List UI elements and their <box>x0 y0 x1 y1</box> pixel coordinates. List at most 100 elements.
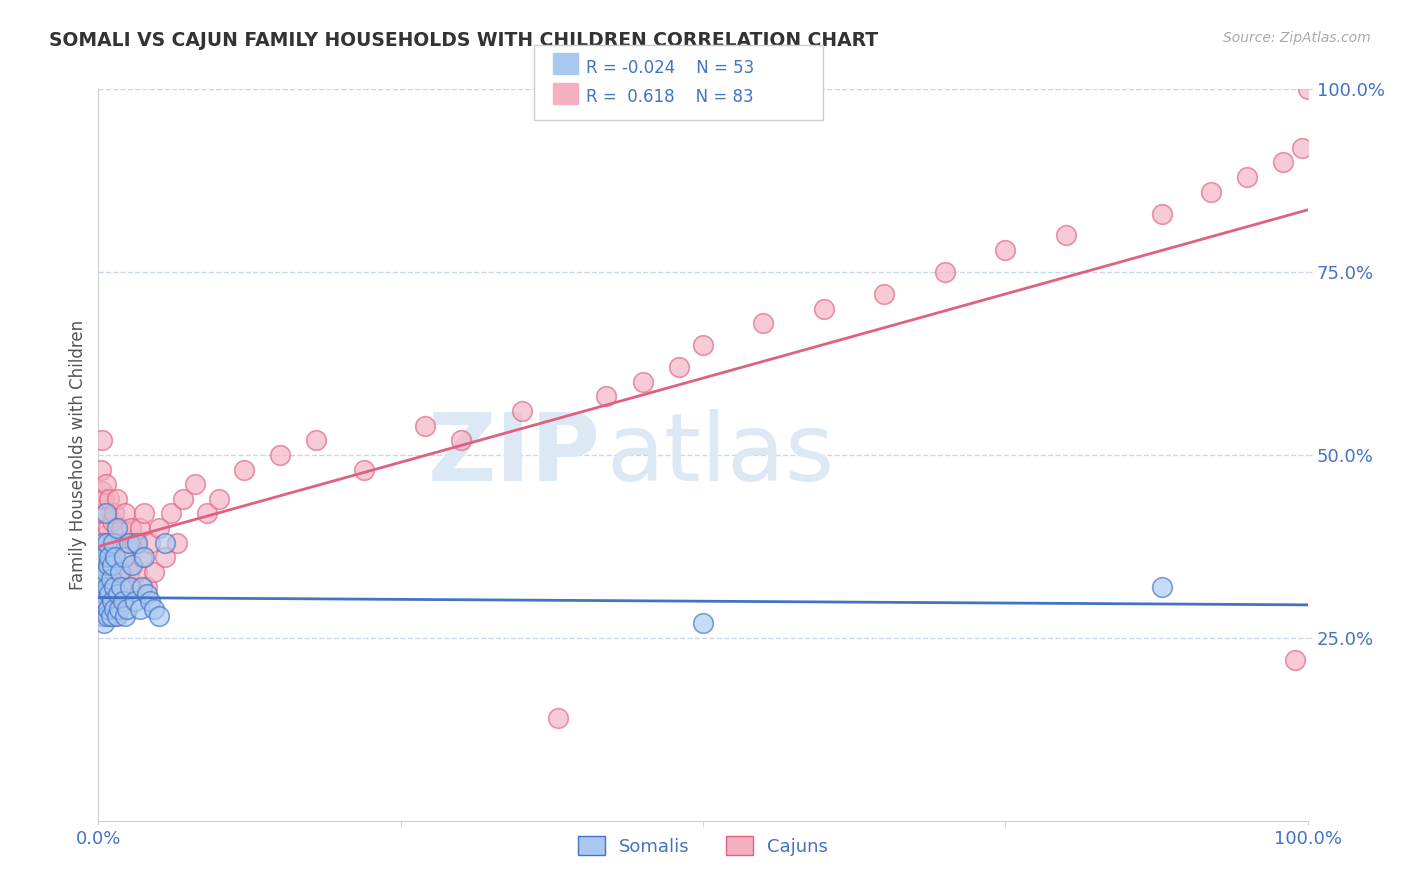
Point <box>117 601 139 615</box>
Point <box>91 484 114 499</box>
Point <box>98 491 121 506</box>
Point <box>134 550 156 565</box>
Point <box>510 404 533 418</box>
Point <box>89 558 111 572</box>
Point <box>131 550 153 565</box>
Text: R = -0.024    N = 53: R = -0.024 N = 53 <box>586 59 755 77</box>
Point <box>114 608 136 623</box>
Point <box>100 572 122 586</box>
Point <box>98 587 121 601</box>
Point <box>90 462 112 476</box>
Point <box>184 477 207 491</box>
Point <box>94 477 117 491</box>
Point <box>127 565 149 579</box>
Point <box>100 535 122 549</box>
Point <box>118 565 141 579</box>
Point <box>160 507 183 521</box>
Point <box>96 535 118 549</box>
Point <box>97 521 120 535</box>
Point <box>94 565 117 579</box>
Point <box>111 594 134 608</box>
Point <box>114 507 136 521</box>
Point <box>595 389 617 403</box>
Point <box>103 580 125 594</box>
Point <box>124 594 146 608</box>
Point <box>108 565 131 579</box>
Point <box>94 594 117 608</box>
Point <box>118 580 141 594</box>
Point <box>692 338 714 352</box>
Point <box>1152 580 1174 594</box>
Point <box>131 580 153 594</box>
Point <box>100 580 122 594</box>
Point <box>1284 653 1306 667</box>
Point <box>124 535 146 549</box>
Point <box>104 550 127 565</box>
Point <box>934 265 956 279</box>
Point <box>91 572 114 586</box>
Point <box>353 462 375 476</box>
Point <box>148 608 170 623</box>
Point <box>134 507 156 521</box>
Point <box>1054 228 1077 243</box>
Point <box>128 601 150 615</box>
Point <box>108 535 131 549</box>
Point <box>111 594 134 608</box>
Point <box>127 535 149 549</box>
Point <box>153 550 176 565</box>
Point <box>112 550 135 565</box>
Point <box>91 535 114 549</box>
Point <box>668 360 690 375</box>
Text: atlas: atlas <box>606 409 835 501</box>
Point <box>100 608 122 623</box>
Point <box>1272 155 1295 169</box>
Point <box>91 594 114 608</box>
Point <box>93 608 115 623</box>
Point <box>90 507 112 521</box>
Text: R =  0.618    N = 83: R = 0.618 N = 83 <box>586 88 754 106</box>
Point <box>100 558 122 572</box>
Point <box>101 594 124 608</box>
Point <box>97 601 120 615</box>
Point <box>103 507 125 521</box>
Text: Source: ZipAtlas.com: Source: ZipAtlas.com <box>1223 31 1371 45</box>
Point <box>91 535 114 549</box>
Point <box>752 316 775 330</box>
Point <box>135 587 157 601</box>
Point <box>93 616 115 631</box>
Point <box>98 608 121 623</box>
Point <box>96 550 118 565</box>
Point <box>100 594 122 608</box>
Point <box>413 418 436 433</box>
Point <box>692 616 714 631</box>
Point <box>91 550 114 565</box>
Point <box>105 521 128 535</box>
Point <box>101 535 124 549</box>
Point <box>1199 185 1222 199</box>
Point <box>93 535 115 549</box>
Point <box>166 535 188 549</box>
Point <box>103 550 125 565</box>
Point <box>232 462 254 476</box>
Point <box>128 521 150 535</box>
Point <box>153 535 176 549</box>
Point <box>172 491 194 506</box>
Point <box>91 434 114 448</box>
Point <box>121 558 143 572</box>
Point <box>91 608 114 623</box>
Point <box>105 535 128 549</box>
Point <box>305 434 328 448</box>
Point <box>105 491 128 506</box>
Point <box>105 608 128 623</box>
Point <box>93 550 115 565</box>
Point <box>91 601 114 615</box>
Point <box>1236 169 1258 184</box>
Point <box>450 434 472 448</box>
Point <box>96 580 118 594</box>
Y-axis label: Family Households with Children: Family Households with Children <box>69 320 87 590</box>
Point <box>115 535 138 549</box>
Point <box>118 535 141 549</box>
Point <box>110 580 132 594</box>
Point <box>97 558 120 572</box>
Point <box>98 550 121 565</box>
